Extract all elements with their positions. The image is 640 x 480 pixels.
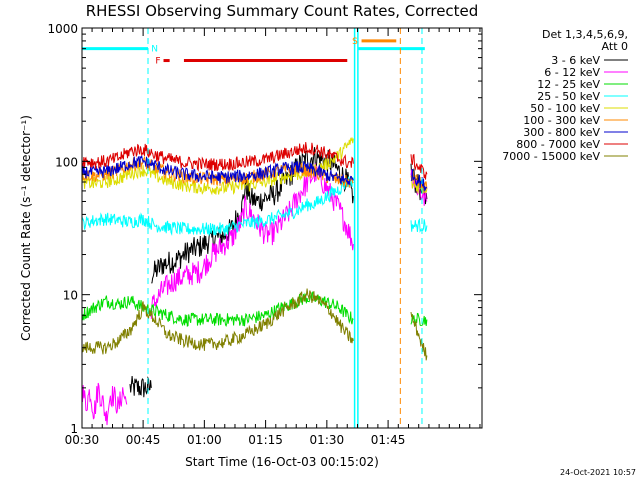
legend-label-7000-15000-kev: 7000 - 15000 keV — [502, 150, 600, 163]
series-300-800-kev-segment-0 — [82, 154, 354, 185]
legend-label-100-300-kev: 100 - 300 keV — [523, 114, 600, 127]
y-tick-label: 1 — [70, 422, 78, 436]
chart-title: RHESSI Observing Summary Count Rates, Co… — [86, 2, 479, 20]
series-6-12-kev-segment-1 — [150, 163, 354, 319]
x-tick-label: 01:15 — [248, 433, 283, 447]
series-300-800-kev-segment-1 — [410, 168, 428, 192]
flag-s-label: S — [352, 37, 358, 47]
legend-label-300-800-kev: 300 - 800 keV — [523, 126, 600, 139]
plot-content: NF S — [82, 28, 428, 428]
series-6-12-kev-segment-0 — [82, 382, 128, 426]
x-axis-label: Start Time (16-Oct-03 00:15:02) — [185, 455, 379, 469]
legend-label-6-12-kev: 6 - 12 keV — [544, 66, 600, 79]
series-12-25-kev-segment-1 — [410, 312, 428, 327]
legend-label-50-100-kev: 50 - 100 keV — [530, 102, 600, 115]
legend-label-3-6-kev: 3 - 6 keV — [551, 54, 600, 67]
series-100-300-kev-segment-0 — [82, 155, 354, 188]
legend-label-12-25-kev: 12 - 25 keV — [537, 78, 600, 91]
series-25-50-kev-segment-1 — [410, 218, 428, 233]
series-800-7000-kev-segment-1 — [410, 153, 428, 180]
legend-header-line-1: Det 1,3,4,5,6,9, — [542, 28, 628, 41]
series-7000-15000-kev-segment-1 — [410, 312, 428, 361]
legend-label-25-50-kev: 25 - 50 keV — [537, 90, 600, 103]
axes-labels: 00:30 00:45 01:00 01:15 01:30 01:45 1 10 100 1000 — [47, 22, 405, 447]
series-7000-15000-kev-segment-0 — [82, 288, 354, 355]
x-tick-label: 01:00 — [187, 433, 222, 447]
legend-header-line-2: Att 0 — [602, 40, 628, 53]
y-axis-label: Corrected Count Rate (s⁻¹ detector⁻¹) — [19, 115, 33, 341]
axes-ticks — [82, 28, 482, 429]
series-3-6-kev-segment-1 — [151, 147, 354, 284]
flag-n-label: N — [151, 45, 158, 55]
x-tick-label: 01:45 — [371, 433, 406, 447]
x-tick-label: 01:30 — [310, 433, 345, 447]
y-tick-label: 1000 — [47, 22, 78, 36]
footer-timestamp: 24-Oct-2021 10:57 — [560, 468, 636, 477]
series-25-50-kev-segment-0 — [82, 176, 354, 237]
y-tick-label: 10 — [63, 289, 78, 303]
x-tick-label: 00:45 — [126, 433, 161, 447]
series-50-100-kev-segment-1 — [410, 178, 428, 194]
series-12-25-kev-segment-0 — [82, 291, 354, 328]
series-800-7000-kev-segment-0 — [82, 142, 354, 172]
y-tick-label: 100 — [55, 155, 78, 169]
plot-frame — [81, 27, 483, 429]
series-group — [82, 28, 428, 428]
flag-f-label: F — [155, 57, 160, 67]
x-tick-label: 00:30 — [65, 433, 100, 447]
legend-label-800-7000-kev: 800 - 7000 keV — [516, 138, 600, 151]
